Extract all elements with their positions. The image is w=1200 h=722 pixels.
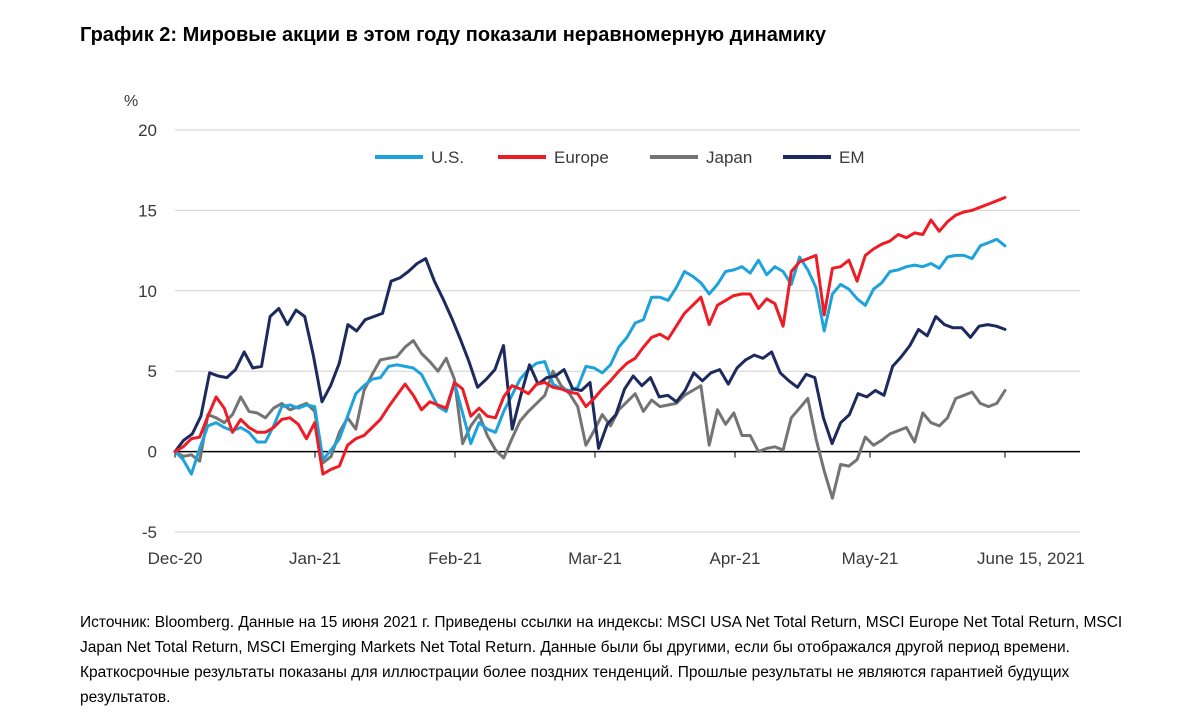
series-lines [173,196,1007,500]
line-chart: 20 15 10 5 0 -5 Dec-20 Jan-21 Feb-21 Mar-21 Apr-2… [0,80,1200,590]
y-axis-unit-label: % [124,93,138,110]
y-axis-ticks: 20 15 10 5 0 -5 [138,121,157,542]
y-tick-label: 20 [138,121,157,140]
legend-label: U.S. [431,148,464,167]
y-tick-label: 10 [138,282,157,301]
chart-canvas: 20 15 10 5 0 -5 Dec-20 Jan-21 Feb-21 Mar-21 Apr-2… [124,93,1085,568]
y-tick-label: -5 [142,523,157,542]
chart-title: График 2: Мировые акции в этом году пока… [80,24,827,46]
x-tick-label: Dec-20 [148,549,203,568]
x-tick-label: Jan-21 [289,549,341,568]
y-tick-label: 15 [138,201,157,220]
x-tick-label: Feb-21 [428,549,482,568]
series-line-us [173,237,1007,476]
legend-label: EM [839,148,865,167]
x-tick-label: Mar-21 [568,549,622,568]
y-tick-label: 0 [148,443,157,462]
x-tick-label: May-21 [842,549,899,568]
series-line-japan [173,339,1007,500]
x-tick-label: June 15, 2021 [977,549,1085,568]
x-tick-label: Apr-21 [709,549,760,568]
series-line-em [173,257,1007,454]
legend-label: Japan [706,148,752,167]
series-line-europe [173,196,1007,476]
y-tick-label: 5 [148,362,157,381]
x-axis-ticks: Dec-20 Jan-21 Feb-21 Mar-21 Apr-21 May-21 June… [148,451,1085,568]
legend-label: Europe [554,148,609,167]
gridlines [175,129,1080,533]
legend: U.S. Europe Japan EM [375,148,865,167]
source-note: Источник: Bloomberg. Данные на 15 июня 2… [80,614,1123,706]
